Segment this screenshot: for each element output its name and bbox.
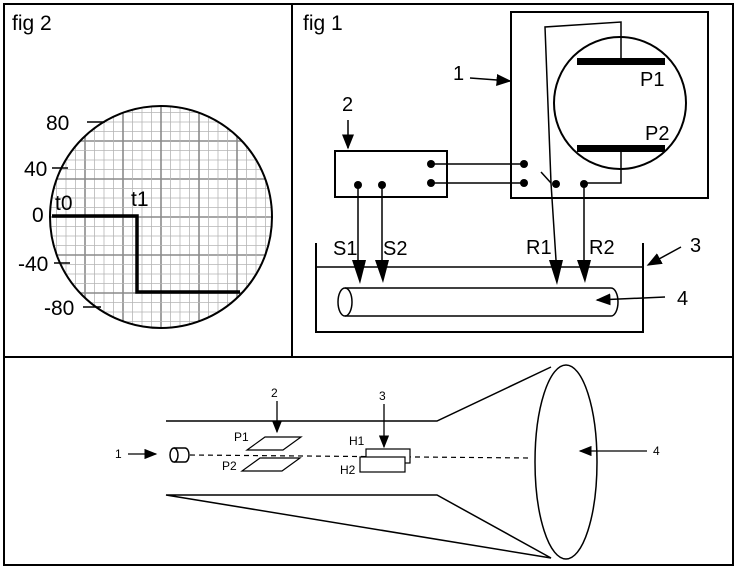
- probe-s2-tip: [375, 260, 389, 283]
- coil-h2-label: H2: [340, 463, 356, 477]
- container-3: [315, 243, 644, 333]
- plate-p2-label: P2: [645, 123, 669, 145]
- outer-frame: [3, 3, 734, 566]
- callout-3-arrow: [646, 246, 682, 266]
- fig2-panel: fig 2 80 40 0 -40 -80 t0 t1: [12, 12, 273, 329]
- terminals: [354, 160, 588, 189]
- crt-screen: [534, 364, 598, 560]
- crt-panel: 1 2 3 4 P1 P2 H1 H2: [115, 364, 660, 560]
- fig1-panel: fig 1 P1 P2 1 2: [303, 11, 709, 333]
- probe-tips: [352, 260, 591, 285]
- callout-3: 3: [690, 235, 701, 257]
- scope-screen-rim: [49, 105, 273, 329]
- fig2-title: fig 2: [12, 12, 52, 35]
- scale-label-minus-80: -80: [44, 297, 74, 320]
- crt-callout-2: 2: [271, 386, 278, 400]
- probe-s1-tip: [352, 260, 366, 284]
- device-1-tube: [553, 36, 687, 170]
- scale-label-minus-40: -40: [18, 253, 48, 276]
- coil-h2: [359, 456, 406, 473]
- scale-label-40: 40: [24, 158, 47, 181]
- probe-r1-tip: [549, 260, 563, 285]
- plate-p1: [577, 58, 665, 65]
- probe-r1-label: R1: [526, 237, 552, 259]
- crt-plate-p1: [245, 436, 303, 451]
- time-label-t1: t1: [131, 188, 149, 211]
- probe-s1-label: S1: [333, 238, 357, 260]
- probe-r2-tip: [577, 260, 591, 283]
- crt-envelope: [165, 366, 552, 559]
- callout-4: 4: [677, 288, 688, 310]
- crt-callout-4: 4: [653, 444, 660, 458]
- rod-4-end: [337, 287, 353, 317]
- crt-plate-p1-label: P1: [234, 430, 249, 444]
- callout-4-arrow: [595, 293, 666, 306]
- electron-gun-end: [169, 447, 179, 463]
- crt-callout-3: 3: [379, 389, 386, 403]
- device-2-box: [334, 150, 448, 198]
- rod-4: [345, 287, 619, 317]
- plate-p2: [577, 145, 665, 152]
- fig1-title: fig 1: [303, 12, 343, 35]
- electron-gun: [174, 447, 190, 463]
- crt-plate-p2: [240, 457, 302, 472]
- coil-h1-label: H1: [349, 434, 365, 448]
- crt-callout-1: 1: [115, 447, 122, 461]
- scale-label-80: 80: [46, 112, 69, 135]
- time-label-t0: t0: [55, 192, 73, 215]
- callout-1-arrow: [469, 74, 512, 86]
- electron-beam: [189, 454, 531, 459]
- device-1-box: [510, 11, 709, 199]
- probe-s2-label: S2: [383, 238, 407, 260]
- callout-1: 1: [453, 63, 464, 85]
- callout-2: 2: [342, 94, 353, 116]
- scale-label-0: 0: [32, 204, 44, 227]
- probe-r2-label: R2: [589, 237, 615, 259]
- crt-plate-p2-label: P2: [222, 459, 237, 473]
- wiring: [357, 21, 622, 261]
- plate-p1-label: P1: [640, 69, 664, 91]
- signal-trace: [52, 214, 240, 294]
